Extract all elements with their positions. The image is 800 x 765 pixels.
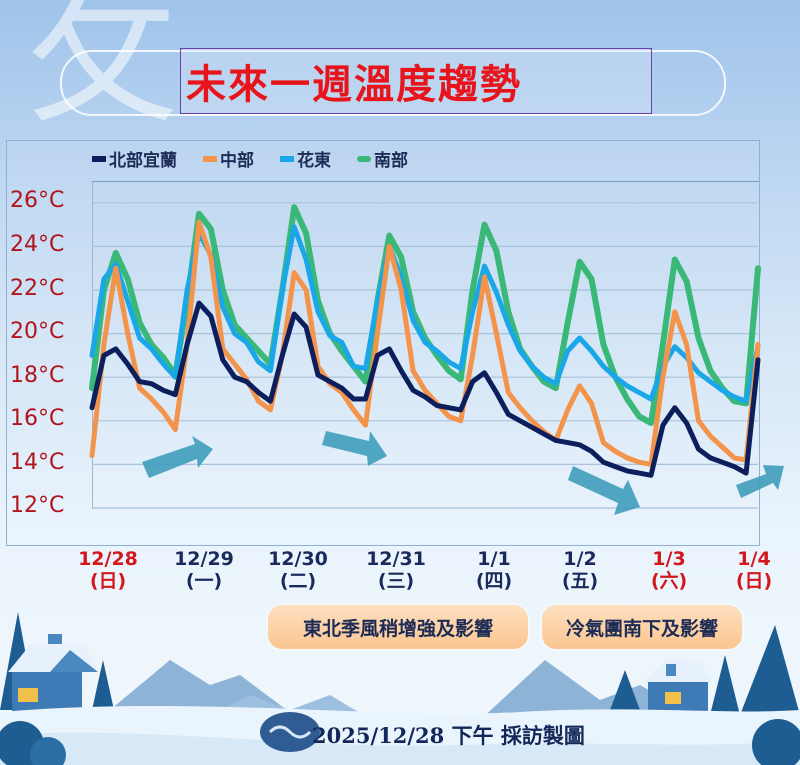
mountain-icon (480, 660, 700, 720)
y-tick-label: 16°C (10, 406, 65, 431)
trend-arrow-down-icon (568, 466, 640, 515)
temperature-lines (89, 204, 761, 478)
annotation-cold-air-mass: 冷氣團南下及影響 (542, 605, 742, 649)
x-date: 12/28 (78, 548, 138, 570)
legend-label: 花東 (297, 151, 331, 171)
x-weekday: (五) (561, 570, 599, 592)
annotation-northeast-monsoon: 東北季風稍增強及影響 (268, 605, 528, 649)
x-day-label: 12/28 (日) (68, 548, 148, 592)
annotation-label: 冷氣團南下及影響 (565, 617, 718, 640)
x-date: 1/4 (737, 548, 771, 570)
y-tick-label: 22°C (10, 276, 65, 301)
title-pill-outline (60, 50, 726, 116)
legend-swatch-south (357, 155, 371, 162)
x-weekday: (六) (650, 570, 688, 592)
footer-credit: 2025/12/28 下午 採訪製圖 (312, 720, 585, 750)
footer-text: 下午 採訪製圖 (451, 724, 585, 748)
x-day-label: 1/4 (日) (714, 548, 794, 592)
annotation-label: 東北季風稍增強及影響 (302, 617, 493, 640)
snow-hill-shadow (0, 732, 800, 765)
x-weekday: (四) (475, 570, 513, 592)
x-date: 12/29 (174, 548, 234, 570)
x-day-label: 12/30 (二) (258, 548, 338, 592)
trend-arrow-right-icon (322, 431, 387, 466)
chart-legend: 北部宜蘭 中部 花東 南部 (92, 146, 408, 171)
footer-date: 2025/12/28 (312, 723, 445, 748)
x-date: 1/1 (477, 548, 511, 570)
page-title: 未來一週溫度趨勢 (186, 62, 522, 108)
legend-label: 南部 (374, 151, 408, 171)
x-weekday: (三) (377, 570, 415, 592)
x-day-label: 12/31 (三) (356, 548, 436, 592)
y-tick-label: 24°C (10, 232, 65, 257)
y-tick-label: 20°C (10, 319, 65, 344)
decorative-glyph: 攵 (28, 0, 179, 144)
legend-item-north: 北部宜蘭 (92, 146, 177, 171)
x-day-label: 1/2 (五) (540, 548, 620, 592)
legend-swatch-central (203, 155, 217, 162)
x-day-label: 12/29 (一) (164, 548, 244, 592)
x-weekday: (日) (735, 570, 773, 592)
trend-arrows (142, 431, 784, 515)
x-weekday: (二) (279, 570, 317, 592)
logo-cloud-swirl-icon (268, 725, 312, 739)
legend-label: 北部宜蘭 (109, 151, 177, 171)
y-tick-label: 26°C (10, 188, 65, 213)
house-right-icon (610, 625, 800, 715)
legend-item-south: 南部 (357, 146, 408, 171)
title-box (180, 48, 652, 114)
bush-icon (30, 737, 66, 765)
series-line-0 (89, 300, 761, 478)
x-date: 1/2 (563, 548, 597, 570)
series-line-1 (89, 219, 761, 467)
y-tick-label: 12°C (10, 493, 65, 518)
legend-swatch-east (280, 155, 294, 162)
y-tick-label: 14°C (10, 450, 65, 475)
x-weekday: (日) (89, 570, 127, 592)
legend-item-central: 中部 (203, 146, 254, 171)
bush-icon (752, 719, 800, 765)
winter-scene (0, 612, 800, 765)
legend-item-east: 花東 (280, 146, 331, 171)
legend-label: 中部 (220, 151, 254, 171)
y-tick-label: 18°C (10, 363, 65, 388)
x-date: 12/30 (268, 548, 328, 570)
house-left-icon (0, 612, 114, 712)
trend-arrow-up-icon (142, 436, 213, 478)
x-date: 1/3 (652, 548, 686, 570)
x-weekday: (一) (185, 570, 223, 592)
x-day-label: 1/3 (六) (629, 548, 709, 592)
x-day-label: 1/1 (四) (454, 548, 534, 592)
x-date: 12/31 (366, 548, 426, 570)
trend-arrow-up-icon (736, 465, 784, 498)
legend-swatch-north (92, 155, 106, 162)
